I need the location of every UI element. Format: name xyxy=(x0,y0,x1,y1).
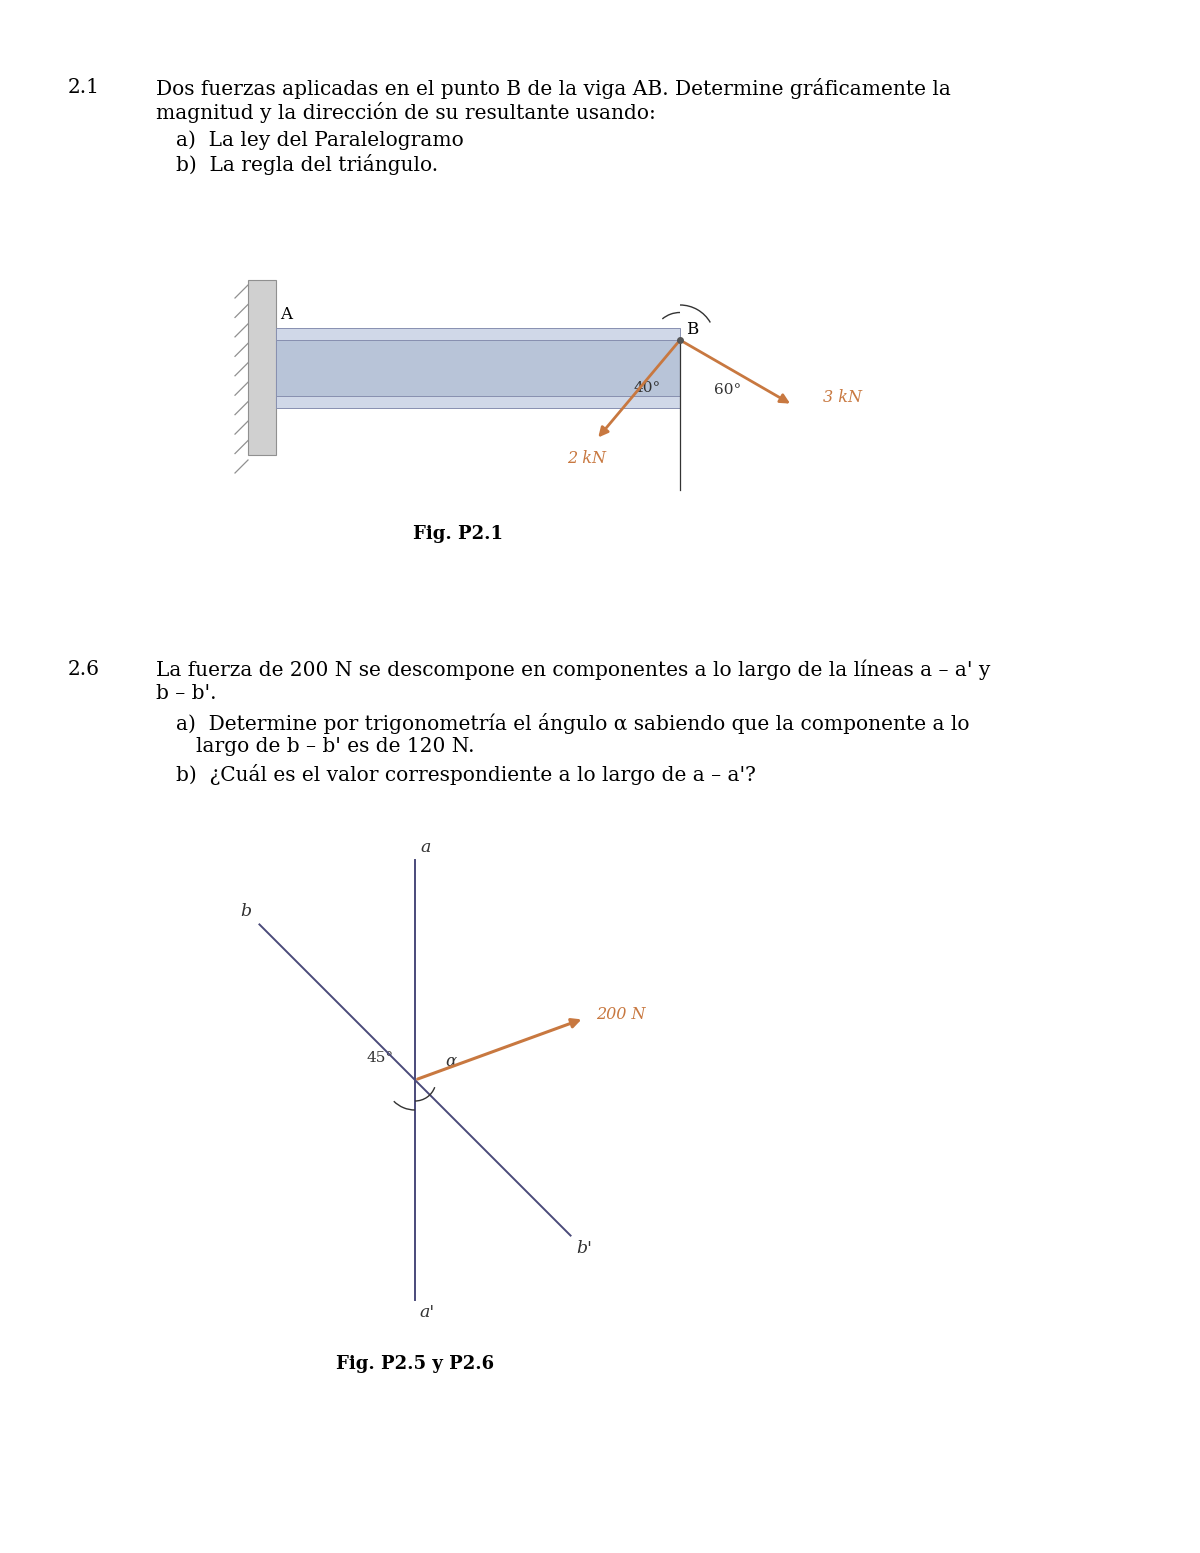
Text: 60°: 60° xyxy=(714,384,742,398)
Text: 2.6: 2.6 xyxy=(68,660,100,679)
Text: largo de b – b' es de 120 N.: largo de b – b' es de 120 N. xyxy=(196,738,474,756)
Text: b – b'.: b – b'. xyxy=(156,683,216,704)
Text: b: b xyxy=(240,904,252,921)
Text: Fig. P2.1: Fig. P2.1 xyxy=(413,525,503,544)
Text: a': a' xyxy=(419,1305,434,1322)
Text: b': b' xyxy=(576,1239,593,1256)
Bar xyxy=(276,340,680,396)
Text: a: a xyxy=(420,839,431,856)
Text: A: A xyxy=(280,306,292,323)
Text: Fig. P2.5 y P2.6: Fig. P2.5 y P2.6 xyxy=(336,1356,494,1373)
Text: b)  ¿Cuál es el valor correspondiente a lo largo de a – a'?: b) ¿Cuál es el valor correspondiente a l… xyxy=(176,764,756,784)
Bar xyxy=(248,280,276,455)
Text: a)  Determine por trigonometría el ángulo α sabiendo que la componente a lo: a) Determine por trigonometría el ángulo… xyxy=(176,713,970,735)
Bar xyxy=(276,328,680,340)
Text: Dos fuerzas aplicadas en el punto B de la viga AB. Determine gráficamente la: Dos fuerzas aplicadas en el punto B de l… xyxy=(156,78,950,99)
Bar xyxy=(276,396,680,408)
Text: α: α xyxy=(445,1053,456,1070)
Text: 200 N: 200 N xyxy=(596,1006,646,1023)
Text: a)  La ley del Paralelogramo: a) La ley del Paralelogramo xyxy=(176,130,463,149)
Text: B: B xyxy=(686,321,698,339)
Text: La fuerza de 200 N se descompone en componentes a lo largo de la líneas a – a' y: La fuerza de 200 N se descompone en comp… xyxy=(156,660,990,680)
Text: 40°: 40° xyxy=(634,380,661,394)
Text: 2 kN: 2 kN xyxy=(566,449,606,466)
Text: b)  La regla del triángulo.: b) La regla del triángulo. xyxy=(176,154,438,175)
Text: magnitud y la dirección de su resultante usando:: magnitud y la dirección de su resultante… xyxy=(156,102,656,123)
Text: 45°: 45° xyxy=(366,1051,394,1065)
Text: 3 kN: 3 kN xyxy=(822,388,862,405)
Text: 2.1: 2.1 xyxy=(68,78,100,96)
